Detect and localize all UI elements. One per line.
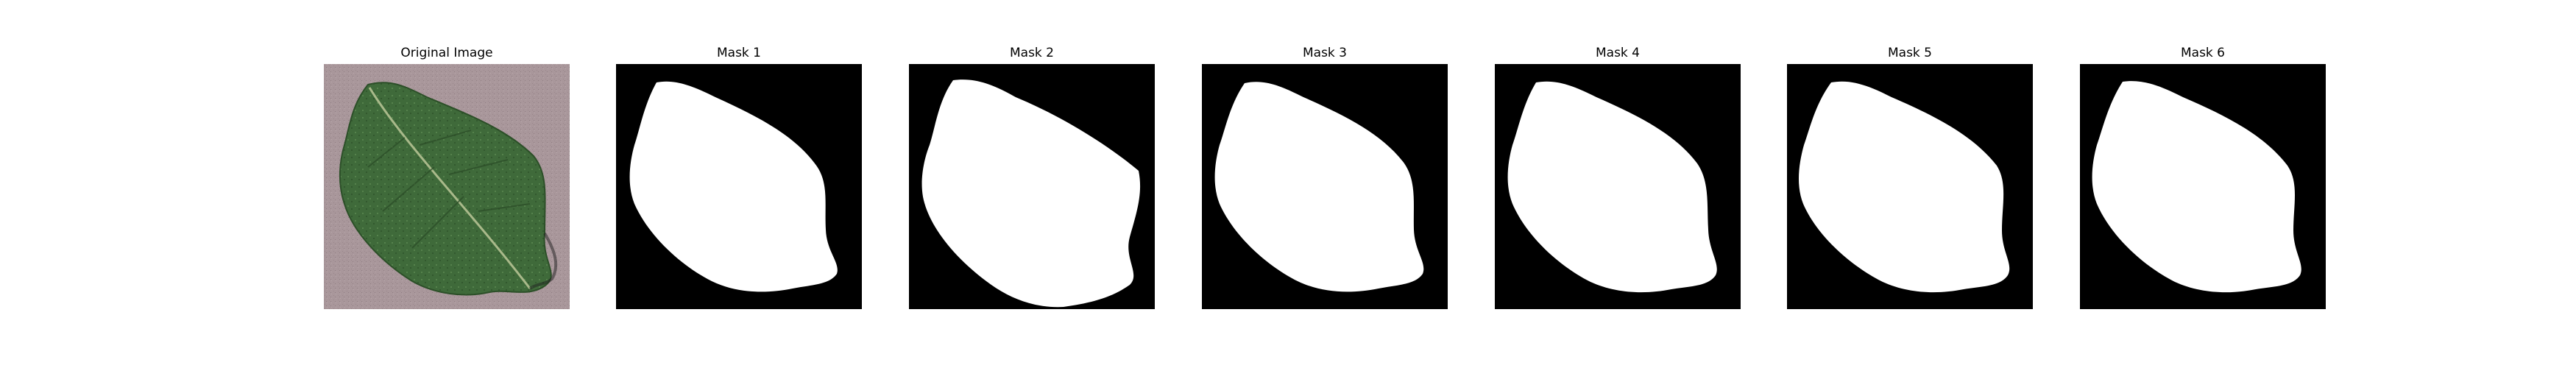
- mask-image-2: [909, 64, 1155, 309]
- mask-title-5: Mask 5: [1887, 46, 1932, 60]
- mask-panel-2: Mask 2: [909, 0, 1155, 368]
- original-leaf-photo: [324, 64, 570, 309]
- mask-title-2: Mask 2: [1009, 46, 1054, 60]
- mask-title-1: Mask 1: [716, 46, 761, 60]
- mask-panel-3: Mask 3: [1202, 0, 1448, 368]
- mask-image-5: [1787, 64, 2033, 309]
- mask-panel-4: Mask 4: [1495, 0, 1741, 368]
- mask-image-3: [1202, 64, 1448, 309]
- mask-panel-6: Mask 6: [2080, 0, 2326, 368]
- mask-panel-1: Mask 1: [616, 0, 862, 368]
- mask-panel-5: Mask 5: [1787, 0, 2033, 368]
- mask-image-1: [616, 64, 862, 309]
- mask-image-4: [1495, 64, 1741, 309]
- mask-title-3: Mask 3: [1302, 46, 1347, 60]
- mask-title-6: Mask 6: [2180, 46, 2225, 60]
- original-image-title: Original Image: [400, 46, 493, 60]
- mask-image-6: [2080, 64, 2326, 309]
- original-image-panel: Original Image: [324, 0, 570, 368]
- mask-title-4: Mask 4: [1595, 46, 1640, 60]
